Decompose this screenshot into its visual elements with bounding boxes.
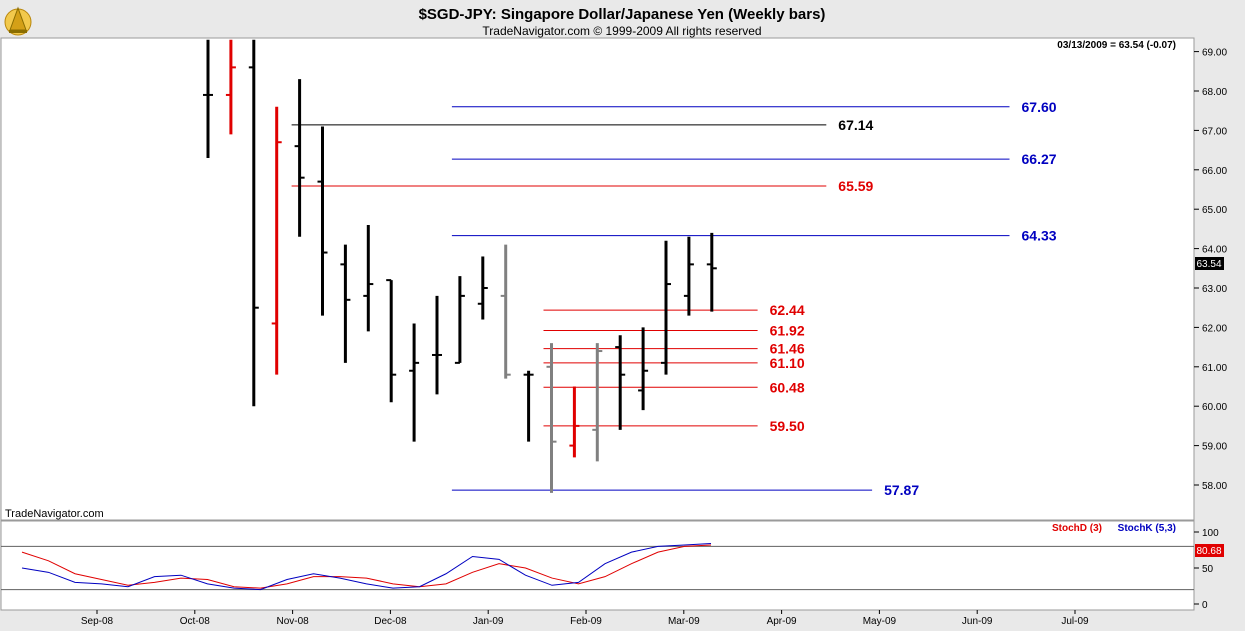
stoch-series-line (21, 543, 712, 591)
time-tick-label: Jun-09 (962, 616, 993, 627)
stoch-tick-label: 0 (1202, 600, 1208, 611)
ohlc-bar (386, 279, 397, 403)
price-tick-label: 61.00 (1202, 363, 1227, 374)
stoch-tick-label: 50 (1202, 564, 1214, 575)
stoch-panel[interactable] (0, 520, 1195, 611)
ohlc-bar (615, 335, 626, 430)
ohlc-bar (432, 295, 442, 395)
price-tick-label: 67.00 (1202, 126, 1227, 137)
price-tick-label: 66.00 (1202, 166, 1227, 177)
time-tick-label: May-09 (863, 616, 897, 627)
ohlc-bar (248, 39, 259, 407)
ohlc-bar (271, 106, 282, 375)
price-tick-label: 68.00 (1202, 87, 1227, 98)
price-tick-label: 62.00 (1202, 323, 1227, 334)
stochd-legend: StochD (3) (1052, 523, 1102, 534)
time-axis[interactable]: Sep-08 Oct-08 Nov-08 Dec-08 Jan-09 Feb-09 Mar-… (81, 610, 1089, 627)
price-tick-label: 60.00 (1202, 402, 1227, 413)
last-price-label: 63.54 (1196, 259, 1221, 270)
level-label: 61.10 (770, 355, 805, 371)
ohlc-bar (317, 126, 328, 316)
ohlc-bar (477, 256, 488, 320)
ohlc-bar (661, 240, 671, 375)
ohlc-bar (523, 370, 534, 442)
last-price-marker: 63.54 (1195, 257, 1224, 270)
ohlc-bar (638, 327, 649, 411)
level-label: 67.60 (1022, 99, 1057, 115)
time-tick-label: Oct-08 (180, 616, 210, 627)
level-label: 65.59 (838, 178, 873, 194)
time-tick-label: Sep-08 (81, 616, 114, 627)
time-tick-label: Feb-09 (570, 616, 602, 627)
ohlc-bar (500, 244, 511, 379)
ohlc-bar (592, 343, 603, 462)
ohlc-bar (363, 224, 374, 332)
ohlc-bar (340, 244, 351, 363)
price-tick-label: 64.00 (1202, 245, 1227, 256)
ohlc-bar (546, 343, 557, 493)
price-axis[interactable]: 58.00 59.00 60.00 61.00 62.00 63.00 64.00 65.00… (1194, 48, 1227, 492)
copyright-text: TradeNavigator.com © 1999-2009 All right… (482, 24, 761, 38)
ohlc-bar (225, 39, 236, 135)
watermark-text: TradeNavigator.com (5, 508, 104, 520)
ohlc-bar (294, 79, 305, 237)
price-tick-label: 58.00 (1202, 481, 1227, 492)
stoch-series-line (21, 544, 712, 589)
time-tick-label: Apr-09 (767, 616, 797, 627)
level-label: 57.87 (884, 482, 919, 498)
stoch-lines: 0 50 100 (1, 528, 1219, 611)
quote-readout: 03/13/2009 = 63.54 (-0.07) (1057, 40, 1176, 51)
price-tick-label: 63.00 (1202, 284, 1227, 295)
chart-title: $SGD-JPY: Singapore Dollar/Japanese Yen … (419, 6, 826, 23)
price-tick-label: 69.00 (1202, 48, 1227, 59)
stoch-last-label: 80.68 (1196, 546, 1221, 557)
fib-levels: 67.60 67.14 66.27 65.59 64.33 62.44 61.92 61.46… (291, 99, 1057, 498)
time-tick-label: Mar-09 (668, 616, 700, 627)
ohlc-bar (409, 323, 420, 442)
stoch-tick-label: 100 (1202, 528, 1219, 539)
level-label: 61.46 (770, 341, 805, 357)
level-label: 60.48 (770, 379, 805, 395)
time-tick-label: Nov-08 (276, 616, 309, 627)
ohlc-bar (706, 232, 717, 312)
ohlc-bar (569, 386, 580, 458)
ohlc-bar (203, 39, 213, 158)
price-tick-label: 65.00 (1202, 205, 1227, 216)
stoch-last-marker: 80.68 (1195, 544, 1224, 557)
level-label: 64.33 (1022, 228, 1057, 244)
time-tick-label: Jul-09 (1061, 616, 1089, 627)
price-tick-label: 59.00 (1202, 442, 1227, 453)
trade-navigator-logo-icon[interactable] (4, 6, 32, 36)
stochk-legend: StochK (5,3) (1118, 523, 1176, 534)
ohlc-bars (203, 39, 717, 493)
ohlc-bar (454, 276, 465, 364)
level-label: 66.27 (1022, 151, 1057, 167)
level-label: 62.44 (770, 302, 805, 318)
ohlc-bar (683, 236, 694, 316)
time-tick-label: Jan-09 (473, 616, 504, 627)
level-label: 61.92 (770, 323, 805, 339)
level-label: 67.14 (838, 117, 873, 133)
level-label: 59.50 (770, 418, 805, 434)
time-tick-label: Dec-08 (374, 616, 407, 627)
